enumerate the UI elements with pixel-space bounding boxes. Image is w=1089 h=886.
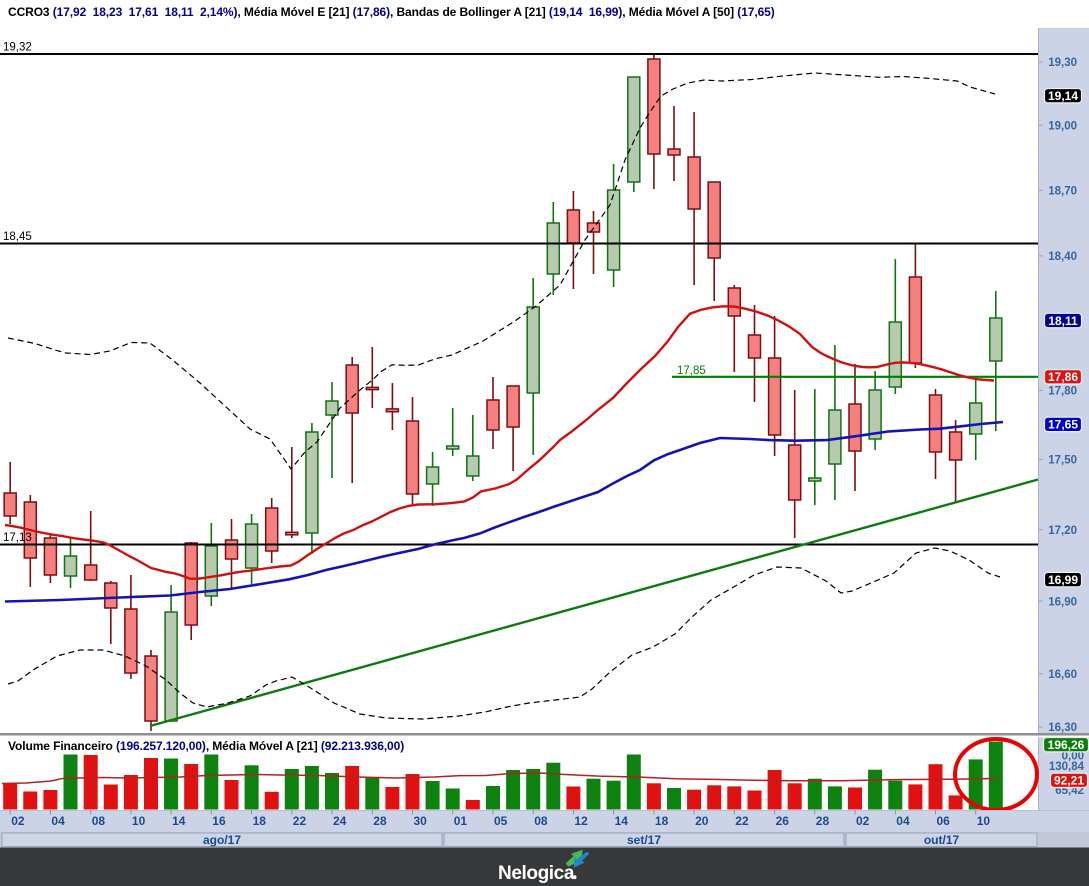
svg-text:17,85: 17,85 [677,365,706,377]
svg-text:28: 28 [816,814,830,828]
svg-text:16,90: 16,90 [1048,596,1077,608]
svg-text:17,50: 17,50 [1048,455,1077,467]
svg-text:24: 24 [333,814,347,828]
svg-text:CCRO3 (17,92 18,23 17,61 18: CCRO3 (17,92 18,23 17,61 18,11 2,14%), M… [8,5,775,19]
svg-text:16: 16 [212,814,226,828]
svg-text:30: 30 [414,814,428,828]
svg-text:19,14: 19,14 [1048,89,1078,103]
svg-text:17,86: 17,86 [1048,370,1078,384]
svg-text:17,65: 17,65 [1048,418,1078,432]
svg-text:08: 08 [534,814,548,828]
svg-text:10: 10 [132,814,146,828]
svg-text:20: 20 [695,814,709,828]
svg-text:16,99: 16,99 [1048,573,1078,587]
svg-text:196,26: 196,26 [1048,738,1085,752]
svg-text:05: 05 [494,814,508,828]
svg-text:17,20: 17,20 [1048,525,1077,537]
svg-text:130,84: 130,84 [1049,761,1085,773]
svg-text:Nelogica: Nelogica [498,863,575,884]
svg-text:06: 06 [937,814,951,828]
svg-text:26: 26 [776,814,790,828]
svg-text:18: 18 [655,814,669,828]
svg-text:01: 01 [454,814,468,828]
svg-text:17,13: 17,13 [3,532,32,544]
svg-text:14: 14 [615,814,629,828]
svg-text:out/17: out/17 [924,833,960,847]
svg-text:16,30: 16,30 [1048,722,1077,734]
svg-text:92,21: 92,21 [1054,774,1084,788]
svg-text:Volume Financeiro (196.257.120: Volume Financeiro (196.257.120,00), Médi… [8,739,404,753]
svg-text:16,60: 16,60 [1048,669,1077,681]
svg-text:04: 04 [896,814,910,828]
svg-text:19,00: 19,00 [1048,120,1077,132]
svg-text:04: 04 [51,814,65,828]
svg-text:17,80: 17,80 [1048,386,1077,398]
svg-text:19,32: 19,32 [3,42,32,54]
svg-text:02: 02 [11,814,25,828]
svg-text:18,70: 18,70 [1048,186,1077,198]
svg-text:19,30: 19,30 [1048,57,1077,69]
svg-text:02: 02 [856,814,870,828]
svg-text:28: 28 [373,814,387,828]
svg-text:22: 22 [735,814,749,828]
svg-text:18,40: 18,40 [1048,251,1077,263]
svg-text:0,00: 0,00 [1062,751,1084,763]
svg-text:18: 18 [253,814,267,828]
svg-text:22: 22 [293,814,307,828]
svg-text:set/17: set/17 [627,833,661,847]
svg-text:08: 08 [92,814,106,828]
svg-text:65,42: 65,42 [1055,785,1084,797]
svg-text:12: 12 [574,814,588,828]
svg-text:14: 14 [172,814,186,828]
svg-text:10: 10 [977,814,991,828]
svg-text:18,45: 18,45 [3,231,32,243]
svg-text:18,11: 18,11 [1048,314,1078,328]
svg-text:ago/17: ago/17 [203,833,241,847]
